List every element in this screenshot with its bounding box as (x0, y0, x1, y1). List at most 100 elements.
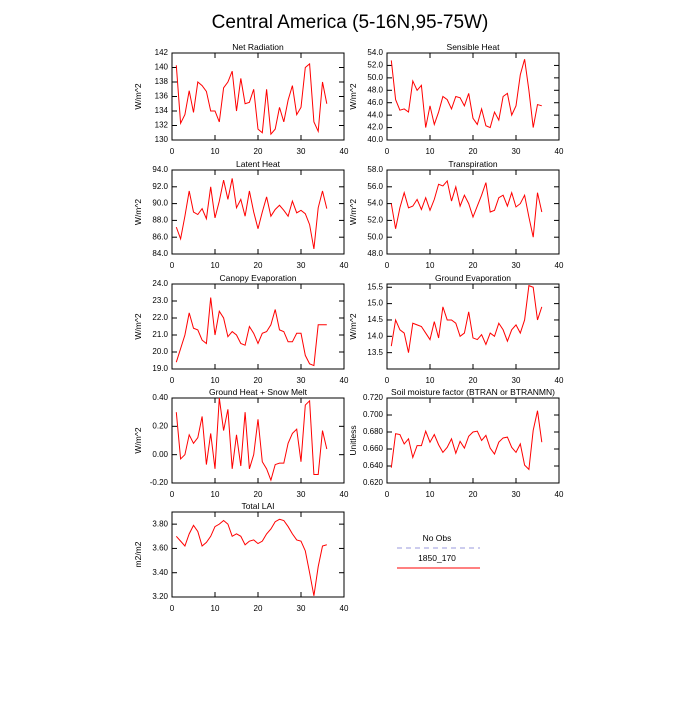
panel-title: Canopy Evaporation (219, 273, 296, 283)
y-tick-label: 0.620 (363, 478, 384, 487)
y-tick-label: 21.0 (152, 330, 168, 339)
y-tick-label: 0.660 (363, 444, 384, 453)
x-tick-label: 20 (469, 261, 478, 270)
y-axis-label: W/m^2 (348, 313, 358, 339)
y-tick-label: 0.640 (363, 461, 384, 470)
x-tick-label: 0 (170, 490, 175, 499)
x-tick-label: 20 (469, 490, 478, 499)
y-tick-label: 58.0 (367, 165, 383, 174)
y-tick-label: 23.0 (152, 296, 168, 305)
data-line (175, 397, 328, 482)
x-tick-label: 0 (385, 376, 390, 385)
y-tick-label: 22.0 (152, 313, 168, 322)
y-tick-label: 0.40 (152, 393, 168, 402)
y-tick-label: 54.0 (367, 199, 383, 208)
y-axis-label: m2/m2 (133, 541, 143, 567)
data-line (175, 178, 328, 250)
x-tick-label: 40 (340, 490, 349, 499)
x-tick-label: 30 (297, 147, 306, 156)
x-tick-label: 0 (170, 147, 175, 156)
y-tick-label: 90.0 (152, 199, 168, 208)
panel-title: Soil moisture factor (BTRAN or BTRANMN) (391, 387, 555, 397)
x-tick-label: 10 (211, 490, 220, 499)
y-tick-label: 0.20 (152, 421, 168, 430)
figure-title: Central America (5-16N,95-75W) (212, 12, 489, 33)
y-tick-label: 92.0 (152, 182, 168, 191)
y-axis-label: W/m^2 (348, 83, 358, 109)
data-line (175, 62, 328, 136)
panel-title: Latent Heat (236, 159, 281, 169)
x-tick-label: 0 (170, 376, 175, 385)
y-tick-label: 50.0 (367, 73, 383, 82)
x-tick-label: 40 (340, 604, 349, 613)
y-tick-label: 138 (155, 77, 169, 86)
x-tick-label: 0 (170, 261, 175, 270)
y-tick-label: 136 (155, 92, 169, 101)
x-tick-label: 30 (512, 261, 521, 270)
x-tick-label: 30 (297, 604, 306, 613)
y-axis-label: W/m^2 (133, 427, 143, 453)
y-axis-label: W/m^2 (133, 313, 143, 339)
y-tick-label: 40.0 (367, 135, 383, 144)
x-tick-label: 10 (426, 376, 435, 385)
data-line (390, 410, 543, 471)
y-tick-label: 56.0 (367, 182, 383, 191)
plot-frame (386, 397, 560, 484)
y-tick-label: 48.0 (367, 85, 383, 94)
x-tick-label: 10 (426, 147, 435, 156)
x-tick-label: 30 (297, 490, 306, 499)
y-tick-label: 3.60 (152, 544, 168, 553)
panel-title: Ground Heat + Snow Melt (209, 387, 308, 397)
panel-title: Total LAI (241, 501, 274, 511)
data-line (390, 284, 543, 353)
y-axis-label: Unitless (348, 425, 358, 455)
y-tick-label: 24.0 (152, 279, 168, 288)
y-tick-label: 54.0 (367, 48, 383, 57)
x-tick-label: 20 (254, 261, 263, 270)
x-tick-label: 10 (426, 261, 435, 270)
y-tick-label: 134 (155, 106, 169, 115)
x-tick-label: 20 (254, 147, 263, 156)
y-tick-label: 15.0 (367, 299, 383, 308)
data-line (390, 179, 543, 238)
y-tick-label: 52.0 (367, 216, 383, 225)
legend-label: No Obs (423, 533, 452, 543)
x-tick-label: 40 (340, 376, 349, 385)
y-tick-label: 13.5 (367, 348, 383, 357)
panel-title: Sensible Heat (447, 42, 501, 52)
plot-frame (386, 169, 560, 255)
x-tick-label: 30 (512, 490, 521, 499)
x-tick-label: 10 (211, 604, 220, 613)
y-tick-label: 142 (155, 48, 169, 57)
y-tick-label: 46.0 (367, 98, 383, 107)
y-tick-label: 132 (155, 121, 169, 130)
x-tick-label: 20 (254, 604, 263, 613)
y-tick-label: -0.20 (150, 478, 169, 487)
y-tick-label: 14.0 (367, 331, 383, 340)
y-tick-label: 84.0 (152, 249, 168, 258)
y-tick-label: 14.5 (367, 315, 383, 324)
y-tick-label: 86.0 (152, 232, 168, 241)
x-tick-label: 40 (555, 376, 564, 385)
y-tick-label: 42.0 (367, 123, 383, 132)
x-tick-label: 40 (555, 147, 564, 156)
y-tick-label: 15.5 (367, 282, 383, 291)
y-tick-label: 50.0 (367, 232, 383, 241)
data-line (175, 297, 327, 367)
y-tick-label: 19.0 (152, 364, 168, 373)
x-tick-label: 30 (297, 261, 306, 270)
y-tick-label: 3.40 (152, 568, 168, 577)
x-tick-label: 20 (469, 376, 478, 385)
x-tick-label: 20 (469, 147, 478, 156)
panel-title: Transpiration (448, 159, 498, 169)
y-tick-label: 0.00 (152, 450, 168, 459)
panel-title: Net Radiation (232, 42, 284, 52)
y-tick-label: 130 (155, 135, 169, 144)
plot-frame (171, 511, 345, 598)
x-tick-label: 30 (512, 376, 521, 385)
data-line (175, 518, 327, 596)
x-tick-label: 40 (340, 261, 349, 270)
x-tick-label: 0 (170, 604, 175, 613)
x-tick-label: 40 (555, 261, 564, 270)
x-tick-label: 10 (426, 490, 435, 499)
